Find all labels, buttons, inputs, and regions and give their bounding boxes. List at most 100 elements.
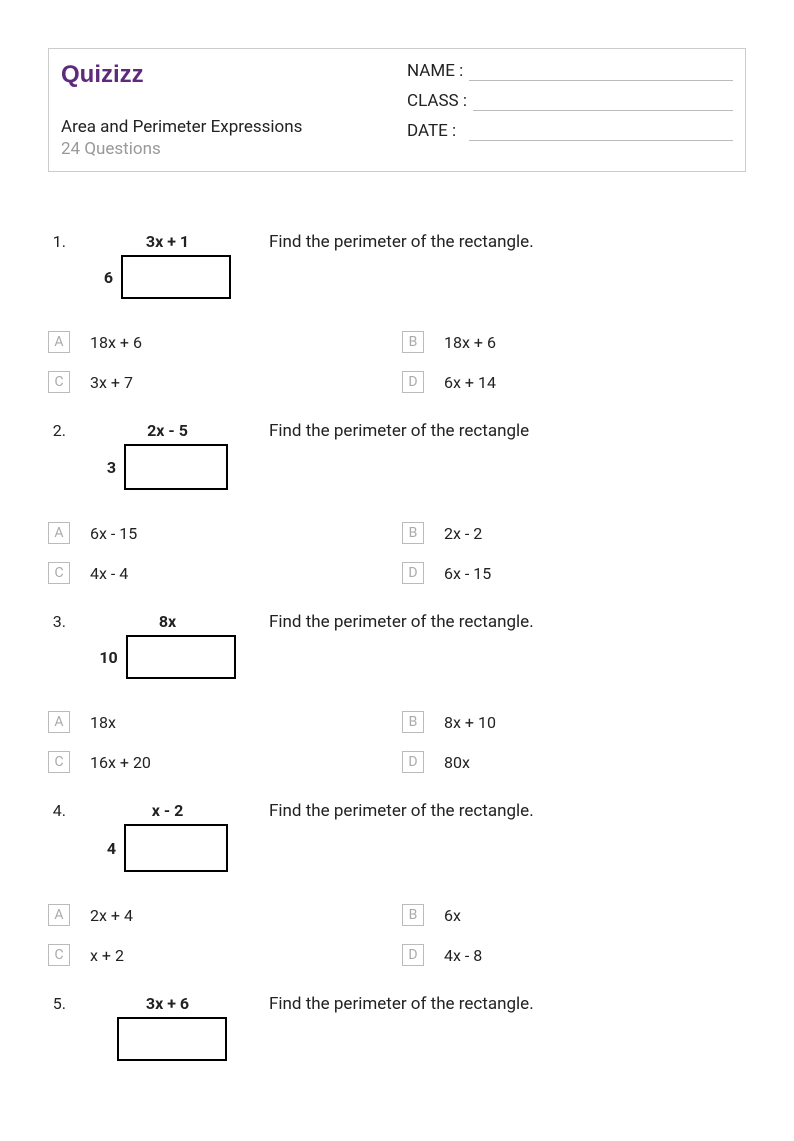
quizizz-logo: Quizizz: [61, 61, 387, 89]
answer-text: 18x + 6: [444, 333, 496, 352]
answer-letter: A: [48, 711, 70, 733]
answers-grid: A 18x B 8x + 10 C 16x + 20 D 80x: [48, 711, 746, 773]
answer-letter: D: [402, 562, 424, 584]
answer-letter: C: [48, 562, 70, 584]
diagram-side-label: 10: [99, 648, 117, 667]
header-left: Quizizz Area and Perimeter Expressions 2…: [61, 61, 387, 159]
date-label: DATE :: [407, 121, 463, 141]
diagram-row: [109, 1017, 227, 1061]
header-form: NAME : CLASS : DATE :: [407, 61, 733, 159]
question-header: 1. 3x + 1 6 Find the perimeter of the recta…: [48, 232, 746, 299]
answer-text: 4x - 8: [444, 946, 482, 965]
question-diagram: 3x + 1 6: [80, 232, 255, 299]
answer-option[interactable]: D 4x - 8: [402, 944, 746, 966]
question-diagram: x - 2 4: [80, 801, 255, 872]
quiz-question-count: 24 Questions: [61, 139, 387, 159]
answer-text: 2x + 4: [90, 906, 133, 925]
answer-text: 2x - 2: [444, 524, 482, 543]
question-header: 2. 2x - 53 Find the perimeter of the recta…: [48, 421, 746, 490]
quiz-title: Area and Perimeter Expressions: [61, 117, 387, 137]
answer-option[interactable]: A 18x + 6: [48, 331, 392, 353]
answer-letter: A: [48, 522, 70, 544]
answer-option[interactable]: D 80x: [402, 751, 746, 773]
form-row-name: NAME :: [407, 61, 733, 81]
answer-letter: C: [48, 944, 70, 966]
diagram-row: 4: [107, 824, 228, 872]
diagram-rectangle: [124, 444, 228, 490]
answer-option[interactable]: A 6x - 15: [48, 522, 392, 544]
class-input-line[interactable]: [473, 91, 733, 111]
answer-letter: C: [48, 751, 70, 773]
answer-text: 18x: [90, 713, 116, 732]
diagram-top-label: 3x + 6: [146, 994, 189, 1013]
answer-text: 8x + 10: [444, 713, 496, 732]
diagram-row: 6: [104, 255, 231, 299]
answer-letter: B: [402, 711, 424, 733]
diagram-top-label: 3x + 1: [146, 232, 189, 251]
question-number: 2.: [48, 421, 66, 440]
diagram-side-label: 6: [104, 268, 113, 287]
question-2: 2. 2x - 53 Find the perimeter of the recta…: [48, 421, 746, 584]
diagram-rectangle: [121, 255, 231, 299]
question-header: 5. 3x + 6 Find the perimeter of the rectan…: [48, 994, 746, 1061]
answers-grid: A 2x + 4 B6x Cx + 2 D 4x - 8: [48, 904, 746, 966]
answer-letter: B: [402, 522, 424, 544]
diagram-rectangle: [126, 635, 236, 679]
question-text: Find the perimeter of the rectangle: [269, 421, 746, 441]
question-1: 1. 3x + 1 6 Find the perimeter of the recta…: [48, 232, 746, 393]
question-text: Find the perimeter of the rectangle.: [269, 612, 746, 632]
diagram-top-label: x - 2: [152, 801, 184, 820]
answer-option[interactable]: B6x: [402, 904, 746, 926]
form-row-class: CLASS :: [407, 91, 733, 111]
answer-text: 16x + 20: [90, 753, 151, 772]
diagram-rectangle: [117, 1017, 227, 1061]
question-number: 1.: [48, 232, 66, 251]
question-diagram: 3x + 6: [80, 994, 255, 1061]
answer-option[interactable]: C 16x + 20: [48, 751, 392, 773]
question-text: Find the perimeter of the rectangle.: [269, 994, 746, 1014]
questions-list: 1. 3x + 1 6 Find the perimeter of the recta…: [48, 232, 746, 1061]
answer-text: 6x + 14: [444, 373, 496, 392]
answer-text: 18x + 6: [90, 333, 142, 352]
answer-letter: C: [48, 371, 70, 393]
answer-text: 4x - 4: [90, 564, 128, 583]
question-header: 4.x - 24Find the perimeter of the rectan…: [48, 801, 746, 872]
answer-letter: D: [402, 944, 424, 966]
answer-letter: D: [402, 371, 424, 393]
answer-option[interactable]: B 2x - 2: [402, 522, 746, 544]
diagram-row: 10: [99, 635, 235, 679]
answer-option[interactable]: C3x + 7: [48, 371, 392, 393]
diagram-side-label: 4: [107, 839, 116, 858]
diagram-top-label: 8x: [159, 612, 176, 631]
form-row-date: DATE :: [407, 121, 733, 141]
answer-text: 80x: [444, 753, 470, 772]
answer-letter: D: [402, 751, 424, 773]
worksheet-page: Quizizz Area and Perimeter Expressions 2…: [0, 0, 794, 1141]
answer-letter: A: [48, 331, 70, 353]
answer-option[interactable]: B 8x + 10: [402, 711, 746, 733]
diagram-row: 3: [107, 444, 228, 490]
answer-text: x + 2: [90, 946, 124, 965]
question-diagram: 8x 10: [80, 612, 255, 679]
answer-text: 6x - 15: [90, 524, 137, 543]
question-text: Find the perimeter of the rectangle.: [269, 232, 746, 252]
answer-option[interactable]: D 6x + 14: [402, 371, 746, 393]
name-input-line[interactable]: [469, 61, 733, 81]
question-diagram: 2x - 53: [80, 421, 255, 490]
answer-option[interactable]: A 2x + 4: [48, 904, 392, 926]
class-label: CLASS :: [407, 91, 467, 111]
question-number: 4.: [48, 801, 66, 820]
name-label: NAME :: [407, 61, 463, 81]
answer-option[interactable]: C 4x - 4: [48, 562, 392, 584]
answer-letter: B: [402, 904, 424, 926]
answer-option[interactable]: Cx + 2: [48, 944, 392, 966]
answer-letter: A: [48, 904, 70, 926]
question-number: 5.: [48, 994, 66, 1013]
question-number: 3.: [48, 612, 66, 631]
answer-option[interactable]: A 18x: [48, 711, 392, 733]
answer-option[interactable]: D6x - 15: [402, 562, 746, 584]
question-3: 3. 8x 10 Find the perimeter of the rectangl…: [48, 612, 746, 773]
date-input-line[interactable]: [469, 121, 733, 141]
answers-grid: A18x + 6B18x + 6C3x + 7D6x + 14: [48, 331, 746, 393]
answer-option[interactable]: B18x + 6: [402, 331, 746, 353]
